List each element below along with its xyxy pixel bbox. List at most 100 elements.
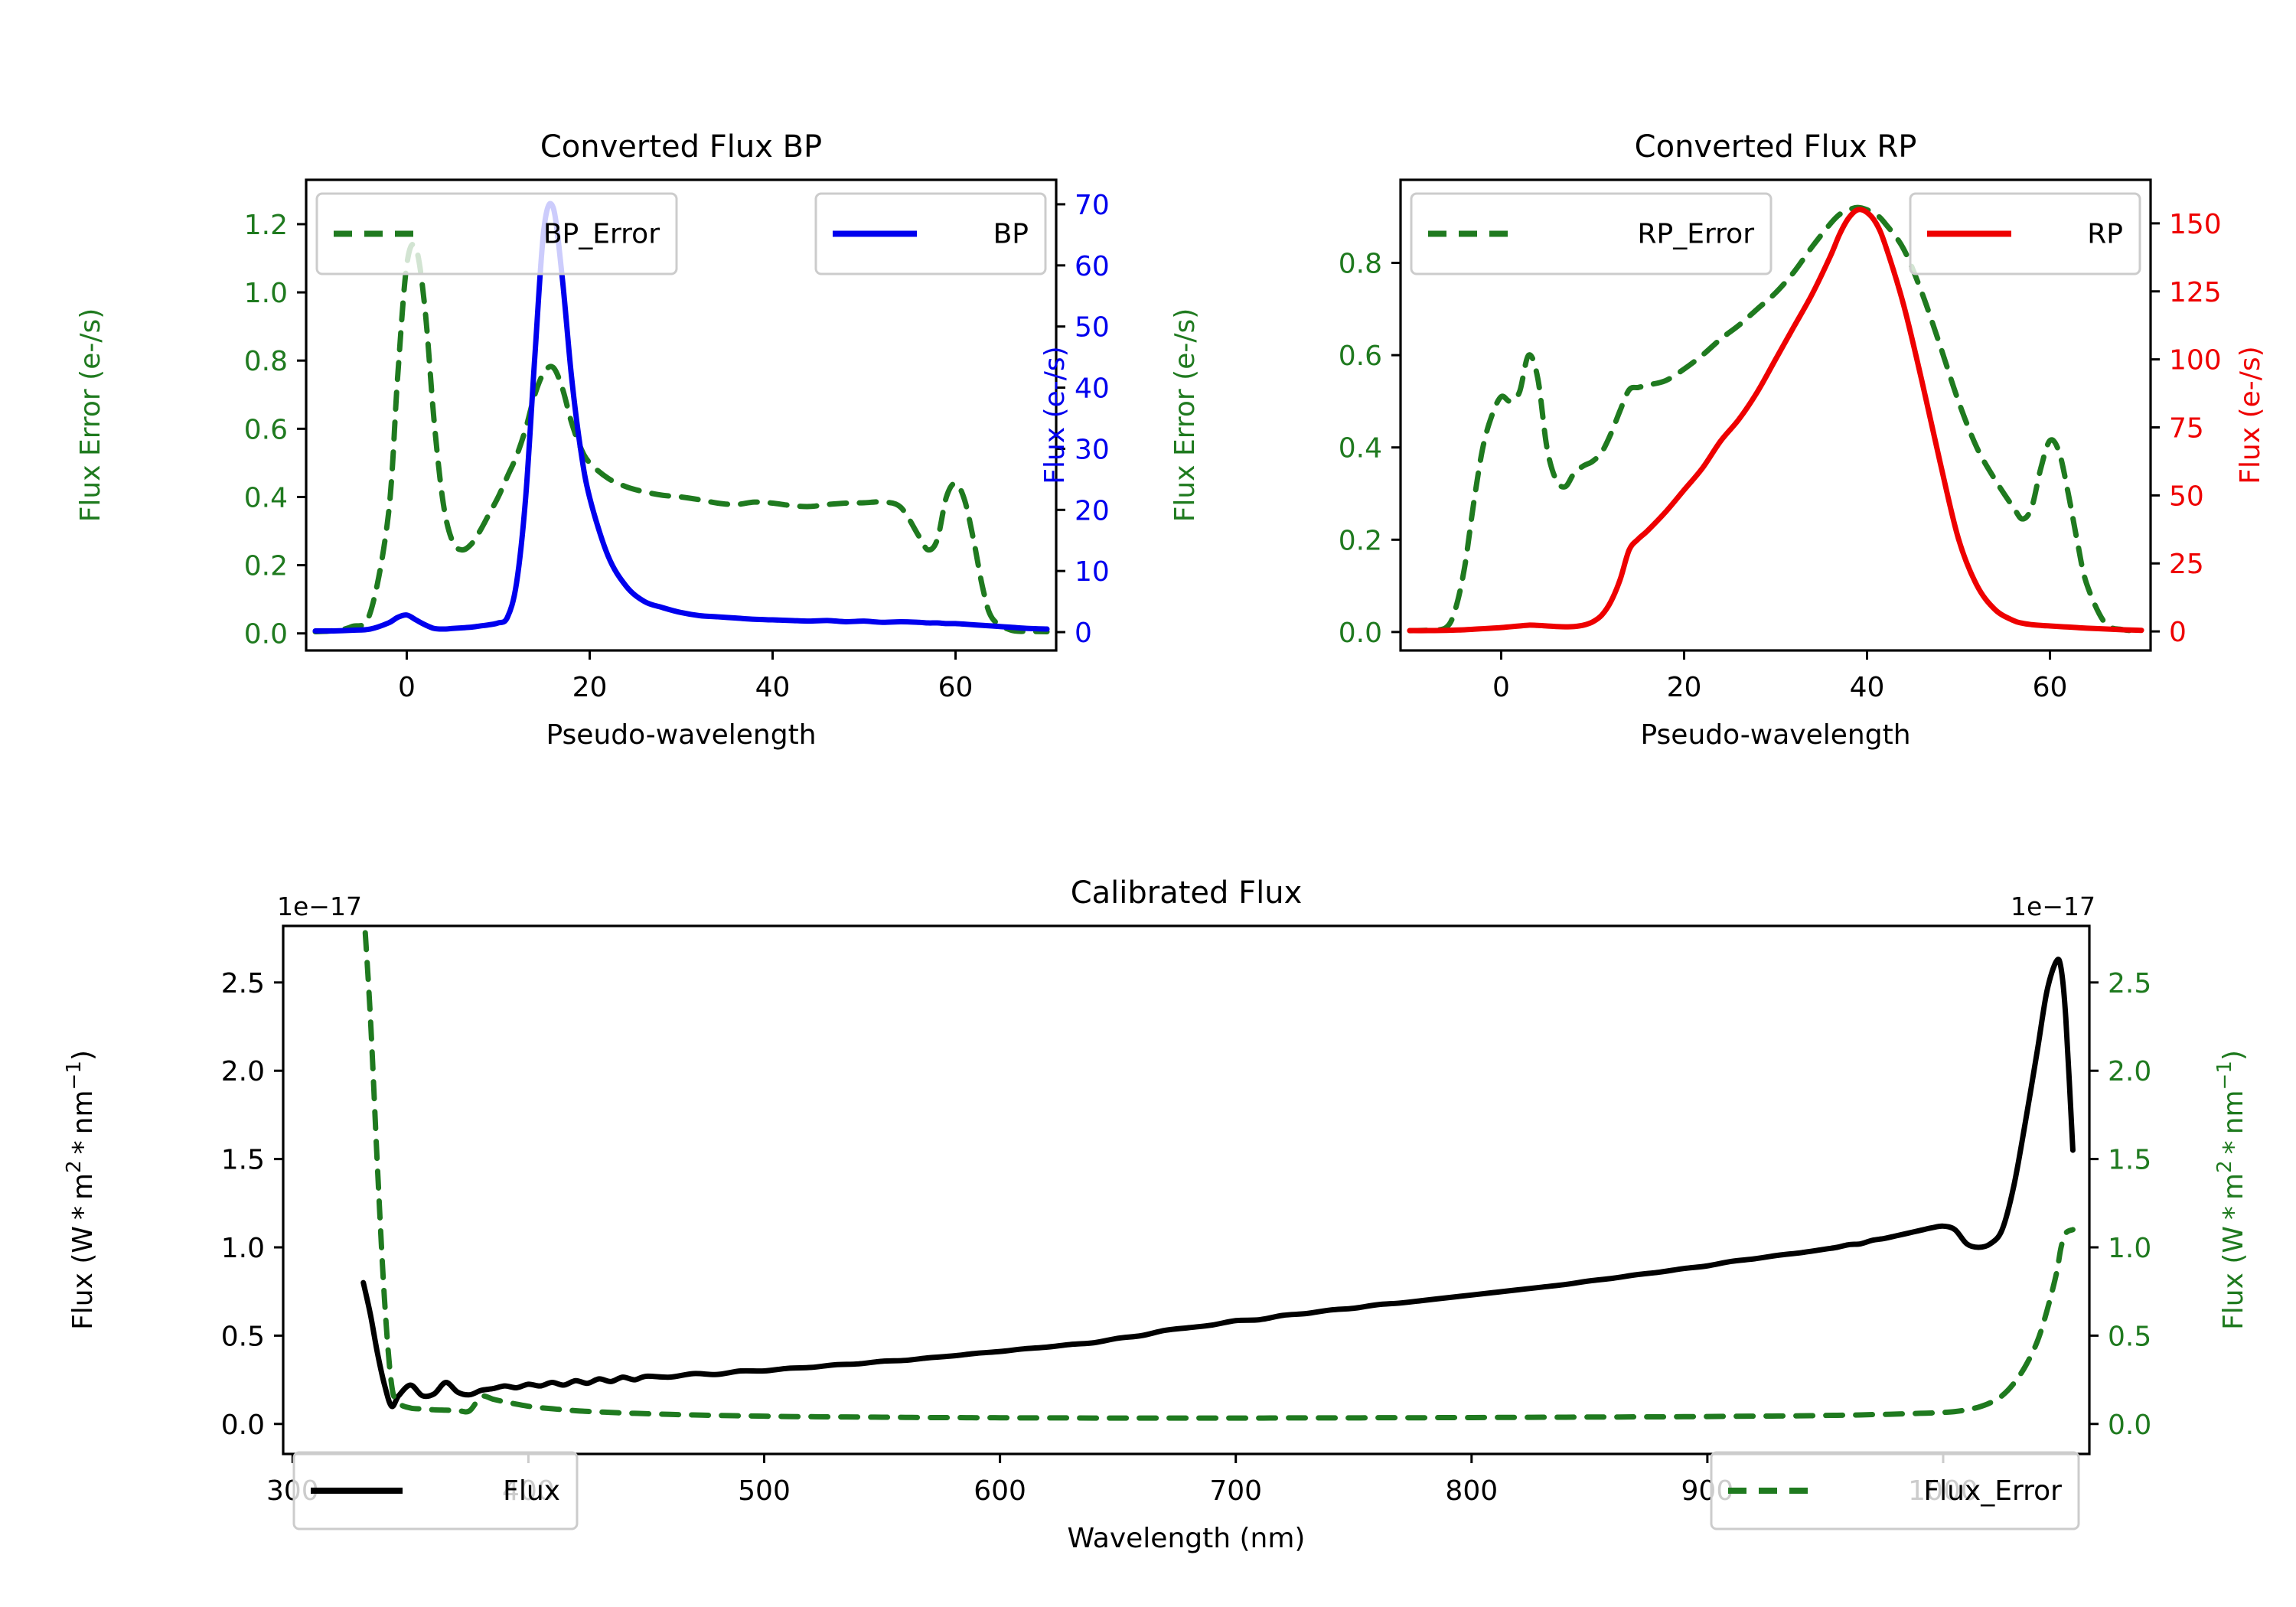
y-tick-label-left: 0.4 (244, 482, 288, 513)
legend-rp[interactable]: RP (1909, 192, 2141, 275)
series-line-flux_error (362, 926, 2076, 1421)
y-tick-label-left: 0.8 (244, 346, 288, 377)
y-axis-label-right: Flux (W*m2*nm−1) (2213, 1050, 2249, 1330)
y-tick-label-right: 30 (1075, 434, 1110, 465)
y-tick-label-right: 150 (2169, 209, 2222, 240)
panel-converted-flux-bp: Converted Flux BP 0 20 40 60 Pseudo-wavelengt… (0, 61, 1148, 834)
y-axis-left: 0.0 0.2 0.4 0.6 0.8 1.0 1.2 (244, 210, 306, 650)
chart-calibrated-flux: Calibrated Flux1e−171e−17300400500600700… (63, 875, 2249, 1554)
legend-label: BP (993, 219, 1029, 250)
legend-bp[interactable]: BP (814, 192, 1047, 275)
y-tick-label-left: 0.6 (1339, 341, 1382, 372)
x-tick-label: 20 (572, 672, 608, 703)
series-line-flux (360, 957, 2076, 1410)
y-tick-label-right: 70 (1075, 190, 1110, 221)
y-axis-label-right: Flux (e-/s) (2235, 346, 2266, 484)
y-tick-label-right: 0.5 (2108, 1321, 2151, 1352)
y-axis-label-left: Flux (W*m2*nm−1) (63, 1050, 99, 1330)
series-line-rp (1407, 207, 2144, 634)
y-tick-label-right: 0 (1075, 618, 1092, 649)
legend-label: BP_Error (543, 219, 660, 250)
y-tick-label-right: 50 (2169, 481, 2204, 512)
y-tick-label-right: 100 (2169, 345, 2222, 376)
y-tick-label-left: 0.6 (244, 414, 288, 445)
x-tick-label: 60 (2033, 672, 2068, 703)
y-axis-label-left: Flux Error (e-/s) (75, 308, 106, 523)
series-line-bp_error (312, 241, 1050, 634)
y-tick-label-left: 0.4 (1339, 433, 1382, 464)
legend-flux_error[interactable]: Flux_Error (1710, 1451, 2080, 1530)
x-tick-label: 500 (738, 1475, 791, 1507)
y-tick-label-left: 1.0 (244, 278, 288, 309)
x-tick-label: 40 (755, 672, 791, 703)
plot-frame (282, 924, 2091, 1455)
plot-frame (305, 178, 1058, 652)
y-tick-label-right: 10 (1075, 556, 1110, 588)
y-tick-label-right: 20 (1075, 495, 1110, 526)
y-tick-label-right: 2.0 (2108, 1056, 2151, 1087)
legend-label: Flux (503, 1475, 560, 1507)
y-axis-left: 0.0 0.5 1.0 1.5 2.0 2.5 (221, 968, 283, 1441)
y-tick-label-right: 60 (1075, 251, 1110, 282)
chart-title: Converted Flux RP (1635, 129, 1917, 165)
y-tick-label-left: 0.8 (1339, 249, 1382, 280)
y-tick-label-left: 2.0 (221, 1056, 265, 1087)
y-axis-offset-left: 1e−17 (277, 892, 362, 921)
y-tick-label-right: 0 (2169, 617, 2187, 648)
panel-converted-flux-rp: Converted Flux RP 0 20 40 60 Pseudo-wavelengt… (1148, 61, 2296, 834)
legend-label: Flux_Error (1923, 1475, 2062, 1507)
series-line-rp_error (1407, 204, 2144, 634)
y-tick-label-right: 25 (2169, 549, 2204, 580)
x-tick-label: 600 (974, 1475, 1026, 1507)
y-tick-label-left: 1.0 (221, 1233, 265, 1264)
x-tick-label: 20 (1667, 672, 1702, 703)
x-tick-label: 0 (1492, 672, 1510, 703)
y-tick-label-left: 0.0 (1339, 618, 1382, 649)
chart-converted-flux-rp: Converted Flux RP 0 20 40 60 Pseudo-wavelengt… (1169, 129, 2266, 751)
y-tick-label-right: 40 (1075, 373, 1110, 405)
legend-rp_error[interactable]: RP_Error (1410, 192, 1773, 275)
x-axis: 0 20 40 60 (398, 650, 973, 703)
x-tick-label: 800 (1445, 1475, 1498, 1507)
chart-title: Calibrated Flux (1071, 875, 1303, 911)
y-tick-label-right: 1.5 (2108, 1145, 2151, 1176)
x-tick-label: 60 (938, 672, 974, 703)
y-axis-label-right: Flux (e-/s) (1039, 346, 1071, 484)
plot-frame (1399, 178, 2152, 652)
y-tick-label-right: 0.0 (2108, 1410, 2151, 1441)
y-tick-label-right: 125 (2169, 277, 2222, 308)
x-axis-label: Pseudo-wavelength (1640, 719, 1910, 751)
y-tick-label-left: 0.2 (244, 551, 288, 582)
x-axis: 0 20 40 60 (1492, 650, 2067, 703)
y-axis-left: 0.0 0.2 0.4 0.6 0.8 (1339, 249, 1401, 649)
y-tick-label-left: 0.0 (244, 619, 288, 650)
y-axis-right: 0 10 20 30 40 50 60 70 (1056, 190, 1110, 649)
x-axis-label: Wavelength (nm) (1068, 1523, 1306, 1554)
y-axis-label-left: Flux Error (e-/s) (1169, 308, 1201, 523)
y-axis-offset-right: 1e−17 (2011, 892, 2095, 921)
chart-title: Converted Flux BP (540, 129, 822, 165)
x-tick-label: 40 (1850, 672, 1885, 703)
y-tick-label-right: 75 (2169, 412, 2204, 444)
y-tick-label-left: 1.2 (244, 210, 288, 241)
legend-flux[interactable]: Flux (292, 1451, 579, 1530)
x-axis-label: Pseudo-wavelength (546, 719, 816, 751)
series-line-bp (312, 200, 1050, 634)
y-tick-label-left: 0.5 (221, 1321, 265, 1352)
y-tick-label-left: 1.5 (221, 1145, 265, 1176)
legend-label: RP_Error (1638, 219, 1755, 250)
x-tick-label: 0 (398, 672, 416, 703)
y-tick-label-right: 50 (1075, 312, 1110, 344)
y-tick-label-left: 2.5 (221, 968, 265, 999)
panel-calibrated-flux: Calibrated Flux1e−171e−17300400500600700… (0, 826, 2296, 1607)
x-tick-label: 700 (1209, 1475, 1262, 1507)
y-tick-label-right: 1.0 (2108, 1233, 2151, 1264)
y-tick-label-left: 0.0 (221, 1410, 265, 1441)
chart-converted-flux-bp: Converted Flux BP 0 20 40 60 Pseudo-wavelengt… (75, 129, 1110, 751)
legend-label: RP (2087, 219, 2123, 250)
y-axis-right: 0.0 0.5 1.0 1.5 2.0 2.5 (2089, 968, 2151, 1441)
y-tick-label-left: 0.2 (1339, 525, 1382, 556)
y-tick-label-right: 2.5 (2108, 968, 2151, 999)
legend-bp_error[interactable]: BP_Error (315, 192, 678, 275)
